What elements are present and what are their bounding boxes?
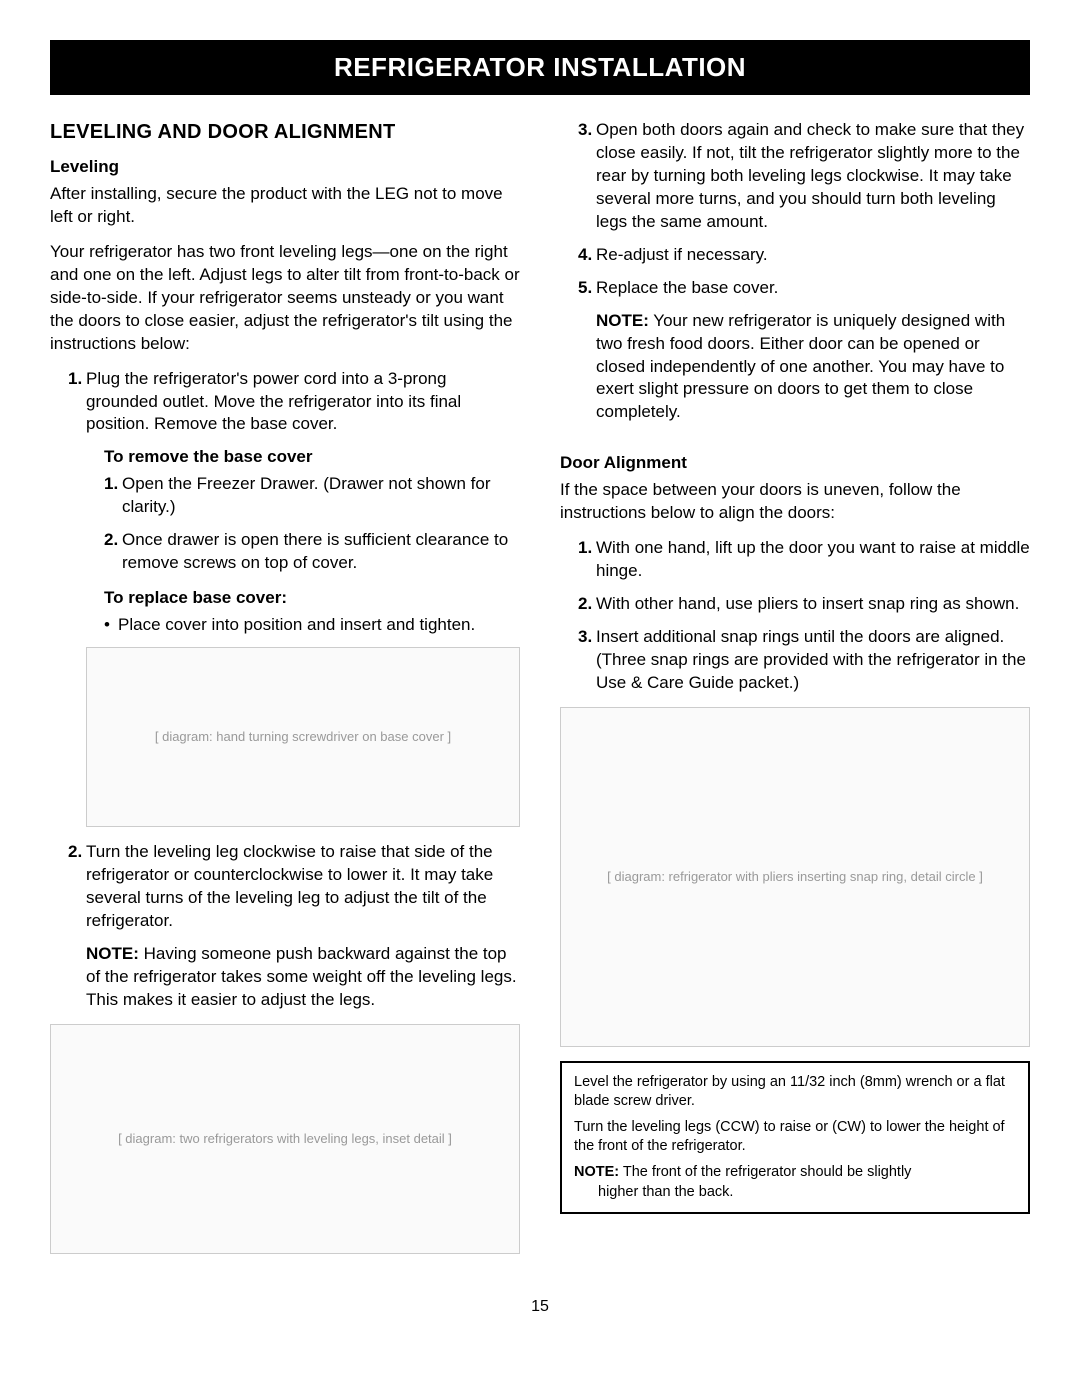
heading-leveling-door-alignment: LEVELING AND DOOR ALIGNMENT <box>50 119 520 146</box>
step-2-note: NOTE: Having someone push backward again… <box>86 943 520 1012</box>
figure-base-cover: [ diagram: hand turning screwdriver on b… <box>86 647 520 827</box>
step-3-text: Open both doors again and check to make … <box>596 120 1024 231</box>
note-label: NOTE: <box>574 1164 619 1180</box>
box-line-1: Level the refrigerator by using an 11/32… <box>574 1073 1016 1112</box>
subhead-door-alignment: Door Alignment <box>560 452 1030 475</box>
door-step-3-text: Insert additional snap rings until the d… <box>596 627 1026 692</box>
note-body: Your new refrigerator is uniquely design… <box>596 311 1005 422</box>
remove-step-2-text: Once drawer is open there is sufficient … <box>122 530 508 572</box>
door-step-1: 1. With one hand, lift up the door you w… <box>578 537 1030 583</box>
section-banner: REFRIGERATOR INSTALLATION <box>50 40 1030 95</box>
remove-step-2: 2. Once drawer is open there is sufficie… <box>104 529 520 575</box>
step-num: 3. <box>578 626 592 649</box>
step-4-text: Re-adjust if necessary. <box>596 245 768 264</box>
note-label: NOTE: <box>596 311 649 330</box>
step-4: 4. Re-adjust if necessary. <box>578 244 1030 267</box>
step-5-note: NOTE: Your new refrigerator is uniquely … <box>596 310 1030 425</box>
door-step-3: 3. Insert additional snap rings until th… <box>578 626 1030 695</box>
box-note-cont: higher than the back. <box>574 1183 1016 1203</box>
para-two-legs: Your refrigerator has two front leveling… <box>50 241 520 356</box>
subhead-replace-base-cover: To replace base cover: <box>104 587 520 610</box>
door-step-1-text: With one hand, lift up the door you want… <box>596 538 1030 580</box>
door-step-2-text: With other hand, use pliers to insert sn… <box>596 594 1019 613</box>
step-num: 2. <box>68 841 82 864</box>
remove-step-1-text: Open the Freezer Drawer. (Drawer not sho… <box>122 474 490 516</box>
door-align-steps: 1. With one hand, lift up the door you w… <box>560 537 1030 695</box>
step-num: 3. <box>578 119 592 142</box>
replace-bullet: Place cover into position and insert and… <box>104 614 520 637</box>
para-door-align: If the space between your doors is uneve… <box>560 479 1030 525</box>
remove-step-1: 1. Open the Freezer Drawer. (Drawer not … <box>104 473 520 519</box>
right-column: 3. Open both doors again and check to ma… <box>560 119 1030 1267</box>
figure-snap-ring: [ diagram: refrigerator with pliers inse… <box>560 707 1030 1047</box>
step-1: 1. Plug the refrigerator's power cord in… <box>68 368 520 827</box>
door-step-2: 2. With other hand, use pliers to insert… <box>578 593 1030 616</box>
step-num: 2. <box>104 529 118 552</box>
box-line-2: Turn the leveling legs (CCW) to raise or… <box>574 1118 1016 1157</box>
step-num: 5. <box>578 277 592 300</box>
left-column: LEVELING AND DOOR ALIGNMENT Leveling Aft… <box>50 119 520 1267</box>
page-number: 15 <box>50 1296 1030 1318</box>
step-5: 5. Replace the base cover. NOTE: Your ne… <box>578 277 1030 425</box>
step-2-text: Turn the leveling leg clockwise to raise… <box>86 842 493 930</box>
step-3: 3. Open both doors again and check to ma… <box>578 119 1030 234</box>
content-columns: LEVELING AND DOOR ALIGNMENT Leveling Aft… <box>50 119 1030 1267</box>
remove-steps: 1. Open the Freezer Drawer. (Drawer not … <box>104 473 520 575</box>
box-note: NOTE: The front of the refrigerator shou… <box>574 1163 1016 1183</box>
leveling-steps: 1. Plug the refrigerator's power cord in… <box>50 368 520 1012</box>
step-1-text: Plug the refrigerator's power cord into … <box>86 369 461 434</box>
para-after-install: After installing, secure the product wit… <box>50 183 520 229</box>
subhead-remove-base-cover: To remove the base cover <box>104 446 520 469</box>
box-note-body: The front of the refrigerator should be … <box>619 1164 911 1180</box>
leveling-note-box: Level the refrigerator by using an 11/32… <box>560 1061 1030 1214</box>
step-2: 2. Turn the leveling leg clockwise to ra… <box>68 841 520 1012</box>
step-5-text: Replace the base cover. <box>596 278 778 297</box>
note-body: Having someone push backward against the… <box>86 944 517 1009</box>
note-label: NOTE: <box>86 944 139 963</box>
step-num: 1. <box>68 368 82 391</box>
leveling-steps-cont: 3. Open both doors again and check to ma… <box>560 119 1030 424</box>
step-num: 1. <box>104 473 118 496</box>
subhead-leveling: Leveling <box>50 156 520 179</box>
step-num: 4. <box>578 244 592 267</box>
step-num: 2. <box>578 593 592 616</box>
figure-leveling-legs: [ diagram: two refrigerators with leveli… <box>50 1024 520 1254</box>
step-num: 1. <box>578 537 592 560</box>
